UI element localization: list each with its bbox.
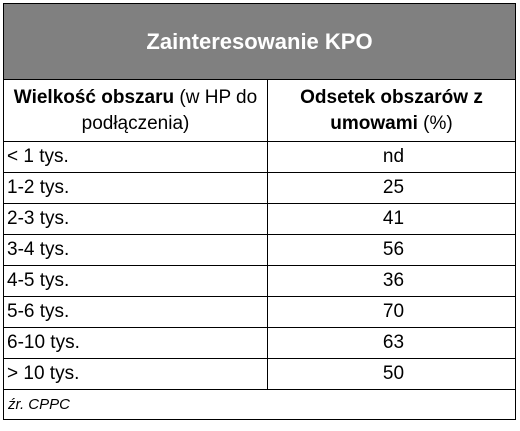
area-size-cell: > 10 tys.	[3, 358, 268, 390]
header-contract-share-bold: Odsetek obszarów z umowami	[300, 86, 483, 134]
contract-share-cell: 70	[267, 296, 516, 328]
area-size-cell: 6-10 tys.	[3, 327, 268, 359]
table-row: > 10 tys. 50	[3, 358, 516, 390]
area-size-cell: 5-6 tys.	[3, 296, 268, 328]
table-row: 6-10 tys. 63	[3, 327, 516, 359]
contract-share-cell: 25	[267, 172, 516, 204]
header-contract-share: Odsetek obszarów z umowami (%)	[267, 79, 516, 142]
header-area-size-bold: Wielkość obszaru	[13, 86, 175, 108]
area-size-cell: 3-4 tys.	[3, 234, 268, 266]
header-area-size: Wielkość obszaru (w HP do podłączenia)	[3, 79, 268, 142]
header-area-size-rest: (w HP do podłączenia)	[81, 86, 258, 134]
table-title: Zainteresowanie KPO	[3, 3, 516, 80]
area-size-cell: 4-5 tys.	[3, 265, 268, 297]
contract-share-cell: 36	[267, 265, 516, 297]
header-contract-share-rest: (%)	[417, 112, 453, 134]
title-row: Zainteresowanie KPO	[3, 3, 516, 80]
area-size-cell: 2-3 tys.	[3, 203, 268, 235]
contract-share-cell: nd	[267, 141, 516, 173]
source-note: źr. CPPC	[3, 389, 516, 420]
table-row: 5-6 tys. 70	[3, 296, 516, 328]
area-size-cell: < 1 tys.	[3, 141, 268, 173]
contract-share-cell: 56	[267, 234, 516, 266]
area-size-cell: 1-2 tys.	[3, 172, 268, 204]
table-row: 2-3 tys. 41	[3, 203, 516, 235]
contract-share-cell: 41	[267, 203, 516, 235]
table-row: 3-4 tys. 56	[3, 234, 516, 266]
table-row: < 1 tys. nd	[3, 141, 516, 173]
table-row: 1-2 tys. 25	[3, 172, 516, 204]
kpo-interest-table: Zainteresowanie KPO Wielkość obszaru (w …	[3, 3, 516, 420]
table-row: 4-5 tys. 36	[3, 265, 516, 297]
contract-share-cell: 50	[267, 358, 516, 390]
header-row: Wielkość obszaru (w HP do podłączenia) O…	[3, 79, 516, 142]
source-row: źr. CPPC	[3, 389, 516, 420]
contract-share-cell: 63	[267, 327, 516, 359]
